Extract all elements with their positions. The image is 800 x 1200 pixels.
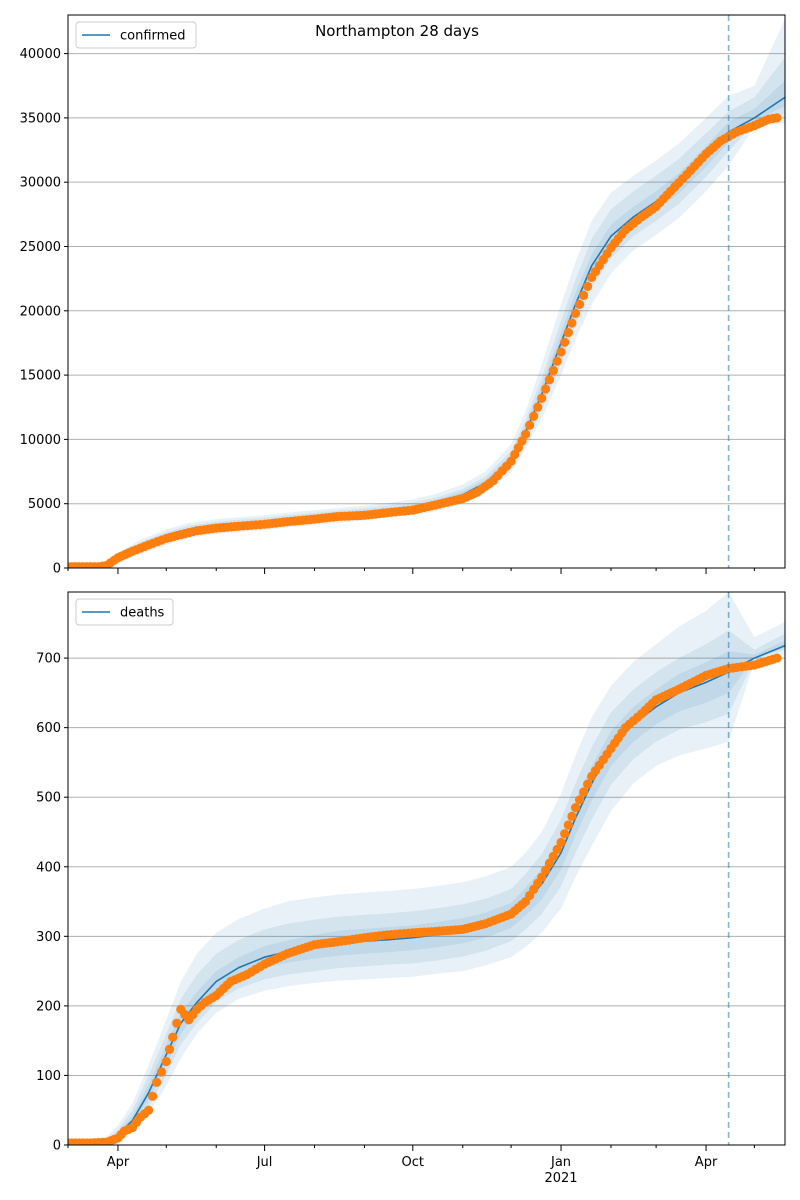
observed-point xyxy=(560,829,570,839)
observed-point xyxy=(574,795,585,805)
observed-point xyxy=(556,837,566,848)
axes-frame xyxy=(67,591,786,1146)
observed-point xyxy=(525,420,535,430)
y-tick-label: 300 xyxy=(36,930,61,945)
observed-point xyxy=(552,356,562,366)
observed-point xyxy=(513,443,523,453)
plot-area xyxy=(68,592,785,1145)
y-tick-label: 5000 xyxy=(28,497,61,512)
legend: deaths xyxy=(75,598,174,626)
observed-point xyxy=(156,1067,167,1077)
observed-point xyxy=(152,1077,162,1087)
x-tick-label: Apr xyxy=(107,1155,130,1170)
observed-point xyxy=(537,872,547,882)
observed-point xyxy=(537,393,547,403)
observed-point xyxy=(563,820,573,830)
axes-frame xyxy=(67,14,786,569)
observed-point xyxy=(552,844,562,854)
observed-point xyxy=(161,1056,171,1067)
y-tick-label: 20000 xyxy=(20,304,61,319)
y-tick-label: 25000 xyxy=(20,240,61,255)
y-tick-label: 35000 xyxy=(20,111,61,126)
legend-box xyxy=(75,598,174,626)
x-tick-label: Oct xyxy=(402,1155,424,1170)
observed-point xyxy=(772,653,782,663)
y-tick-label: 10000 xyxy=(20,433,61,448)
legend: confirmed xyxy=(75,21,197,49)
observed-point xyxy=(506,456,516,466)
x-tick-label: Apr xyxy=(695,1155,718,1170)
observed-point xyxy=(570,803,581,813)
observed-point xyxy=(578,787,589,797)
observed-point xyxy=(570,308,581,318)
observed-point xyxy=(147,1091,158,1101)
observed-point xyxy=(533,402,543,412)
x-tick-label: Jul xyxy=(256,1155,273,1170)
y-tick-label: 15000 xyxy=(20,369,61,384)
observed-point xyxy=(510,449,520,460)
observed-point xyxy=(517,436,527,446)
observed-point xyxy=(143,1105,154,1115)
observed-point xyxy=(556,347,566,357)
y-tick-label: 30000 xyxy=(20,176,61,191)
legend-label: confirmed xyxy=(120,29,186,44)
legend-label: deaths xyxy=(120,606,165,621)
observed-point xyxy=(520,429,531,439)
observed-point xyxy=(567,318,577,328)
observed-point xyxy=(563,328,573,338)
x-year-label: 2021 xyxy=(544,1171,577,1186)
observed-point xyxy=(583,281,593,291)
observed-point xyxy=(567,811,577,821)
y-tick-label: 600 xyxy=(36,721,61,736)
x-tick-label: Jan xyxy=(550,1155,571,1170)
y-tick-label: 0 xyxy=(53,1139,61,1154)
observed-point xyxy=(172,1018,182,1028)
y-tick-label: 700 xyxy=(36,652,61,667)
plot-area xyxy=(68,18,785,568)
observed-point xyxy=(540,384,551,394)
observed-series xyxy=(68,653,782,1145)
y-tick-label: 200 xyxy=(36,999,61,1014)
confirmed-panel: 0 5000 10000 15000 20000 25000 30000 35000 40000… xyxy=(20,14,786,577)
legend-box xyxy=(75,21,197,49)
figure-title: Northampton 28 days xyxy=(315,22,479,40)
observed-point xyxy=(560,337,570,347)
observed-point xyxy=(168,1032,178,1042)
observed-point xyxy=(578,290,589,300)
uncertainty-band xyxy=(68,592,785,1145)
observed-point xyxy=(548,365,558,376)
observed-point xyxy=(772,113,782,123)
y-tick-label: 400 xyxy=(36,860,61,875)
observed-point xyxy=(529,411,539,421)
observed-point xyxy=(164,1044,175,1054)
y-tick-label: 500 xyxy=(36,791,61,806)
observed-series xyxy=(68,113,782,568)
deaths-panel: 0 100 200 300 400 500 600 700 Apr Jul Oct Jan Apr 202… xyxy=(36,591,786,1186)
y-tick-label: 40000 xyxy=(20,47,61,62)
y-tick-label: 100 xyxy=(36,1069,61,1084)
y-tick-label: 0 xyxy=(53,562,61,577)
observed-point xyxy=(544,375,555,385)
observed-point xyxy=(540,865,551,875)
uncertainty-band xyxy=(68,640,785,1145)
observed-point xyxy=(544,858,555,868)
observed-point xyxy=(583,779,593,789)
observed-point xyxy=(574,299,585,309)
observed-point xyxy=(548,851,558,861)
